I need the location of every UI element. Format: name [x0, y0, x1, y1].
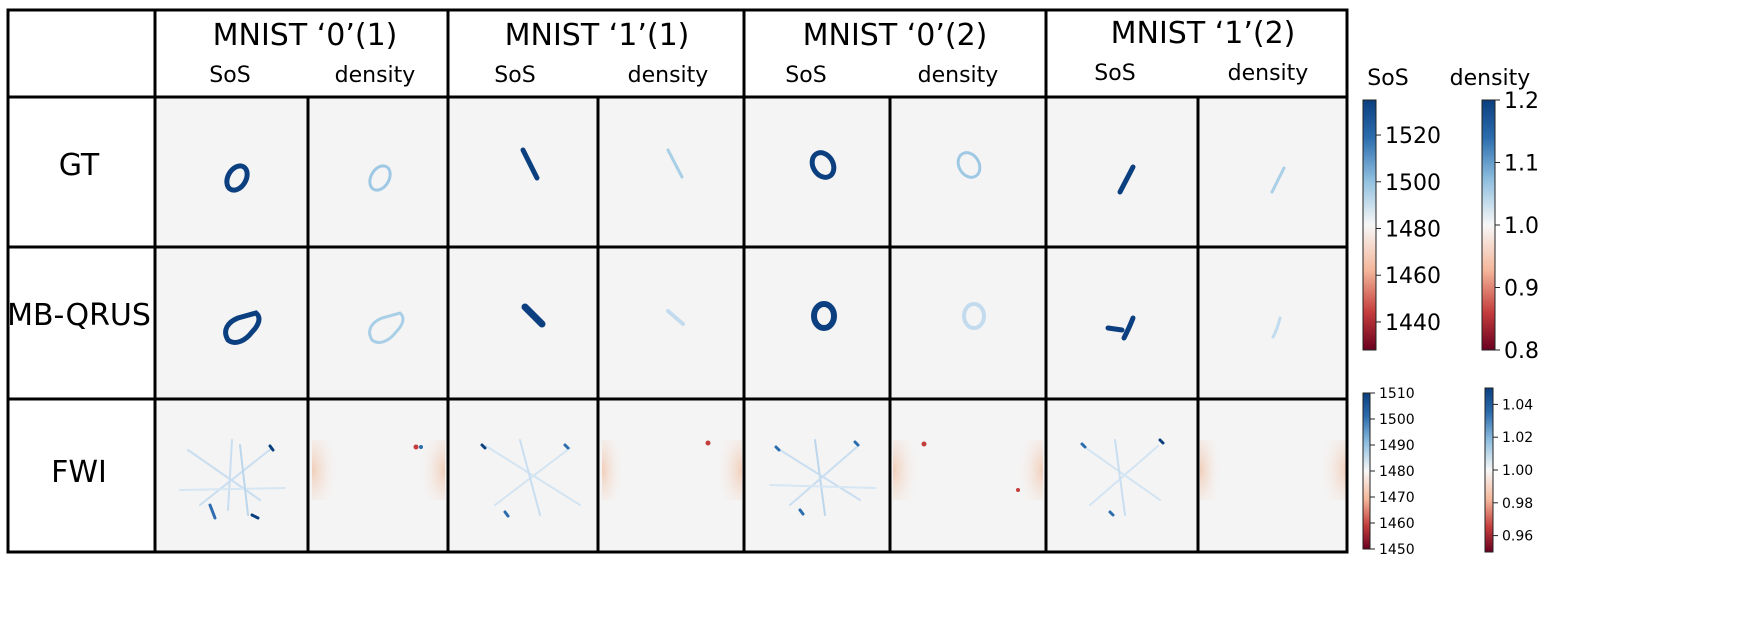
mbqrus-sos-zero-2 — [811, 301, 837, 331]
panel-gt-3 — [598, 97, 744, 247]
row-labels: GT MB-QRUS FWI — [7, 148, 151, 490]
fwi-sos-one-2 — [1080, 438, 1165, 517]
panel-mbqrus-7 — [1198, 247, 1347, 399]
col-sub-sos-1: SoS — [494, 63, 535, 88]
panel-mbqrus-3 — [598, 247, 744, 399]
colorbar-density-bottom — [1484, 387, 1494, 553]
colorbar-tick-label-bottom_sos-0: 1510 — [1379, 386, 1415, 402]
panel-gt-1 — [308, 97, 448, 247]
mbqrus-density-zero — [368, 311, 405, 344]
col-group-title-1: MNIST ‘1’(1) — [505, 18, 690, 53]
mbqrus-sos-one-2 — [1105, 315, 1136, 341]
col-sub-sos-3: SoS — [1094, 61, 1135, 86]
fwi-density-one-2 — [1200, 440, 1347, 500]
colorbar-density-top — [1481, 99, 1496, 351]
colorbar-sos-bottom — [1362, 392, 1371, 550]
panel-gt-5 — [890, 97, 1046, 247]
colorbar-tick-label-top_density-1: 1.1 — [1504, 152, 1539, 177]
colorbar-sos-top — [1362, 99, 1377, 351]
column-headers: MNIST ‘0’(1) MNIST ‘1’(1) MNIST ‘0’(2) M… — [209, 16, 1308, 88]
colorbar-tick-label-bottom_sos-5: 1460 — [1379, 516, 1415, 532]
colorbar-tick-label-top_sos-2: 1480 — [1385, 218, 1441, 243]
fwi-sos-one — [480, 439, 581, 518]
colorbar-tick-label-bottom_sos-2: 1490 — [1379, 438, 1415, 454]
gt-sos-zero — [224, 163, 250, 193]
colorbar-tick-label-top_sos-0: 1520 — [1385, 124, 1441, 149]
colorbar-tick-label-bottom_sos-6: 1450 — [1379, 542, 1415, 558]
panel-mbqrus-2 — [448, 247, 598, 399]
row-label-mbqrus: MB-QRUS — [7, 298, 151, 333]
colorbar-title-sos: SoS — [1367, 66, 1408, 91]
colorbar-tick-label-bottom_density-2: 1.00 — [1502, 463, 1533, 479]
colorbar-tick-label-top_sos-3: 1460 — [1385, 264, 1441, 289]
col-sub-sos-2: SoS — [785, 63, 826, 88]
panel-fwi-4 — [744, 399, 890, 552]
col-sub-sos-0: SoS — [209, 63, 250, 88]
gt-sos-one-2 — [1117, 164, 1136, 195]
gt-density-one — [666, 148, 684, 179]
col-sub-density-2: density — [918, 63, 999, 88]
colorbar-title-density: density — [1450, 66, 1531, 91]
gt-density-zero-2 — [956, 151, 982, 179]
colorbar-tick-label-top_density-4: 0.8 — [1504, 339, 1539, 364]
panel-mbqrus-6 — [1046, 247, 1198, 399]
gt-sos-zero-2 — [809, 150, 837, 180]
mbqrus-density-one-2 — [1271, 316, 1282, 339]
mbqrus-density-zero-2 — [962, 302, 986, 330]
panel-fwi-2 — [448, 399, 598, 552]
fwi-density-zero — [312, 440, 445, 500]
gt-density-zero — [368, 164, 392, 192]
colorbar-ticks: 1520 1500 1480 1460 1440 1.2 1.1 1.0 0.9 0.8 1510 1… — [1370, 89, 1539, 558]
colorbar-tick-label-bottom_sos-4: 1470 — [1379, 490, 1415, 506]
mbqrus-sos-zero — [223, 310, 262, 345]
panel-gt-2 — [448, 97, 598, 247]
col-sub-density-3: density — [1228, 61, 1309, 86]
colorbar-tick-label-top_density-3: 0.9 — [1504, 277, 1539, 302]
colorbar-tick-label-top_sos-1: 1500 — [1385, 171, 1441, 196]
fwi-sos-zero — [179, 439, 286, 520]
fwi-density-one — [602, 440, 742, 500]
row-label-fwi: FWI — [51, 455, 107, 490]
colorbar-tick-label-top_sos-4: 1440 — [1385, 311, 1441, 336]
colorbar-tick-label-bottom_density-0: 1.04 — [1502, 397, 1533, 413]
colorbar-tick-label-top_density-2: 1.0 — [1504, 214, 1539, 239]
fwi-sos-zero-2 — [769, 439, 876, 516]
table-border — [6, 8, 1349, 554]
colorbar-tick-label-bottom_density-3: 0.98 — [1502, 496, 1533, 512]
panel-fwi-6 — [1046, 399, 1198, 552]
col-group-title-3: MNIST ‘1’(2) — [1111, 16, 1296, 51]
panel-fwi-0 — [155, 399, 308, 552]
col-group-title-0: MNIST ‘0’(1) — [213, 18, 398, 53]
fwi-density-zero-2 — [893, 440, 1043, 500]
table-grid — [6, 8, 1349, 554]
gt-density-one-2 — [1270, 166, 1286, 194]
panel-gt-7 — [1198, 97, 1347, 247]
colorbar-tick-label-bottom_sos-1: 1500 — [1379, 412, 1415, 428]
colorbar-tick-label-bottom_density-1: 1.02 — [1502, 430, 1533, 446]
colorbar-tick-label-bottom_density-4: 0.96 — [1502, 529, 1533, 545]
col-sub-density-0: density — [335, 63, 416, 88]
row-label-gt: GT — [59, 148, 100, 183]
mbqrus-density-one — [666, 309, 685, 326]
colorbar-tick-label-top_density-0: 1.2 — [1504, 89, 1539, 114]
gt-sos-one — [520, 147, 540, 181]
colorbar-tick-label-bottom_sos-3: 1480 — [1379, 464, 1415, 480]
image-panels — [155, 97, 1347, 552]
col-sub-density-1: density — [628, 63, 709, 88]
col-group-title-2: MNIST ‘0’(2) — [803, 18, 988, 53]
mbqrus-sos-one — [521, 303, 546, 328]
panel-gt-6 — [1046, 97, 1198, 247]
panel-mbqrus-1 — [308, 247, 448, 399]
